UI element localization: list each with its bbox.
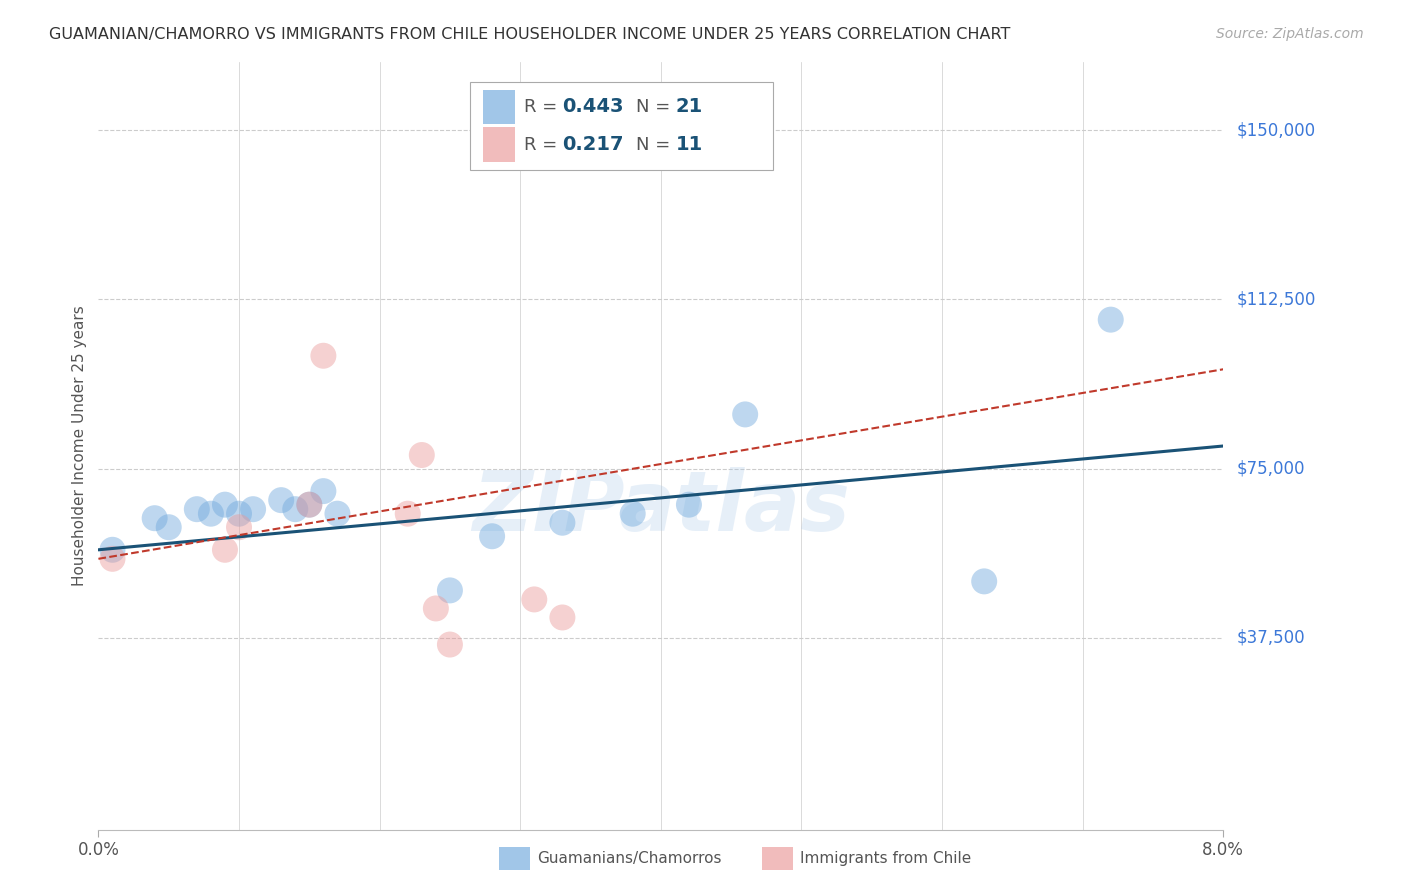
Text: 21: 21	[675, 97, 703, 117]
Text: 0.443: 0.443	[562, 97, 623, 117]
Text: R =: R =	[523, 98, 562, 116]
Point	[312, 484, 335, 499]
Point	[157, 520, 180, 534]
Point	[200, 507, 222, 521]
Point	[481, 529, 503, 543]
Point	[439, 638, 461, 652]
Point	[270, 493, 292, 508]
Text: 0.217: 0.217	[562, 135, 623, 154]
Point	[551, 516, 574, 530]
Point	[523, 592, 546, 607]
Text: N =: N =	[636, 98, 676, 116]
Text: $37,500: $37,500	[1237, 629, 1306, 647]
Point	[1099, 312, 1122, 326]
Point	[298, 498, 321, 512]
Point	[284, 502, 307, 516]
Point	[101, 542, 124, 557]
Text: R =: R =	[523, 136, 562, 153]
Point	[143, 511, 166, 525]
Point	[186, 502, 208, 516]
Point	[312, 349, 335, 363]
Text: $150,000: $150,000	[1237, 121, 1316, 139]
Point	[242, 502, 264, 516]
Point	[425, 601, 447, 615]
Text: Immigrants from Chile: Immigrants from Chile	[800, 851, 972, 865]
Point	[214, 542, 236, 557]
Text: Guamanians/Chamorros: Guamanians/Chamorros	[537, 851, 721, 865]
Text: ZIPatlas: ZIPatlas	[472, 467, 849, 548]
Point	[228, 507, 250, 521]
Point	[973, 574, 995, 589]
Point	[411, 448, 433, 462]
Point	[678, 498, 700, 512]
Point	[228, 520, 250, 534]
Point	[214, 498, 236, 512]
Point	[101, 551, 124, 566]
Text: N =: N =	[636, 136, 676, 153]
Point	[326, 507, 349, 521]
Text: 11: 11	[675, 135, 703, 154]
Point	[734, 408, 756, 422]
FancyBboxPatch shape	[484, 90, 515, 124]
Point	[298, 498, 321, 512]
Text: Source: ZipAtlas.com: Source: ZipAtlas.com	[1216, 27, 1364, 41]
FancyBboxPatch shape	[470, 81, 773, 169]
Point	[621, 507, 644, 521]
Point	[396, 507, 419, 521]
Text: $75,000: $75,000	[1237, 459, 1306, 477]
Text: $112,500: $112,500	[1237, 290, 1316, 309]
Point	[439, 583, 461, 598]
Point	[551, 610, 574, 624]
FancyBboxPatch shape	[484, 128, 515, 161]
Y-axis label: Householder Income Under 25 years: Householder Income Under 25 years	[72, 306, 87, 586]
Text: GUAMANIAN/CHAMORRO VS IMMIGRANTS FROM CHILE HOUSEHOLDER INCOME UNDER 25 YEARS CO: GUAMANIAN/CHAMORRO VS IMMIGRANTS FROM CH…	[49, 27, 1011, 42]
